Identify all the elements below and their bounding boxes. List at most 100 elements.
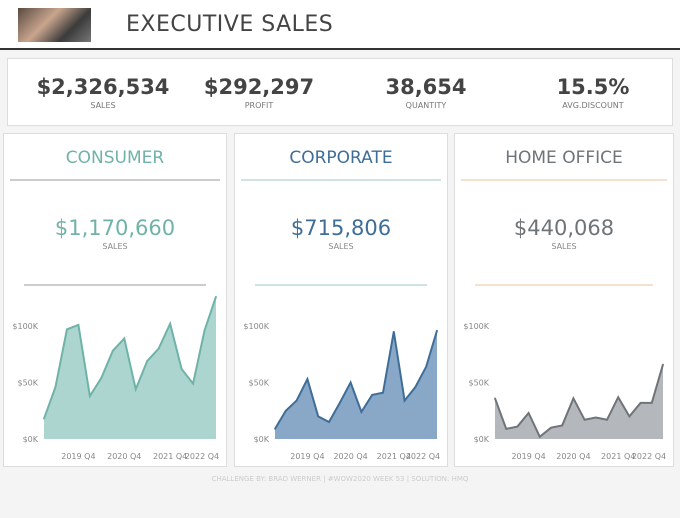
divider bbox=[241, 179, 441, 181]
x-tick-label: 2020 Q4 bbox=[556, 452, 590, 461]
data-point[interactable] bbox=[134, 388, 137, 391]
divider bbox=[475, 284, 653, 286]
data-point[interactable] bbox=[561, 424, 563, 427]
kpi-label: QUANTITY bbox=[405, 101, 447, 110]
kpi-profit: $292,297 PROFIT bbox=[179, 75, 339, 110]
data-point[interactable] bbox=[505, 428, 507, 430]
data-point[interactable] bbox=[157, 347, 160, 350]
data-point[interactable] bbox=[328, 421, 330, 423]
data-point[interactable] bbox=[628, 415, 631, 418]
data-point[interactable] bbox=[54, 386, 57, 388]
divider bbox=[461, 179, 667, 181]
data-point[interactable] bbox=[414, 386, 417, 388]
data-point[interactable] bbox=[639, 402, 642, 404]
area-fill bbox=[495, 364, 663, 439]
data-point[interactable] bbox=[371, 394, 373, 396]
divider bbox=[10, 179, 220, 181]
segment-sales-label: SALES bbox=[102, 242, 128, 251]
segment-card-consumer: CONSUMER $1,170,660 SALES $0K $50K $100K 20… bbox=[3, 133, 227, 467]
data-point[interactable] bbox=[295, 399, 298, 402]
data-point[interactable] bbox=[494, 397, 496, 400]
data-point[interactable] bbox=[349, 381, 352, 384]
data-point[interactable] bbox=[360, 411, 363, 413]
data-point[interactable] bbox=[192, 382, 194, 385]
data-point[interactable] bbox=[606, 418, 608, 421]
data-point[interactable] bbox=[77, 324, 80, 326]
segment-card-corporate: CORPORATE $715,806 SALES $0K $50K $100K 201… bbox=[234, 133, 448, 467]
y-tick-label: $0K bbox=[474, 435, 490, 444]
data-point[interactable] bbox=[382, 391, 384, 394]
data-point[interactable] bbox=[274, 428, 276, 430]
data-point[interactable] bbox=[572, 397, 575, 400]
x-tick-label: 2019 Q4 bbox=[290, 452, 324, 461]
data-point[interactable] bbox=[306, 378, 309, 380]
data-point[interactable] bbox=[146, 360, 148, 362]
segment-title: CORPORATE bbox=[289, 148, 393, 168]
data-point[interactable] bbox=[539, 435, 541, 438]
sales-line bbox=[43, 296, 217, 420]
x-tick-label: 2022 Q4 bbox=[632, 452, 666, 461]
x-tick-label: 2021 Q4 bbox=[377, 452, 411, 461]
data-point[interactable] bbox=[66, 328, 68, 331]
divider bbox=[255, 284, 427, 286]
y-tick-label: $0K bbox=[254, 435, 270, 444]
kpi-bar: $2,326,534 SALES $292,297 PROFIT 38,654 QUA… bbox=[7, 58, 673, 126]
segment-sales-value: $440,068 bbox=[513, 216, 615, 240]
data-point[interactable] bbox=[403, 399, 406, 402]
data-point[interactable] bbox=[285, 409, 287, 412]
segment-title: CONSUMER bbox=[65, 148, 165, 168]
kpi-label: AVG.DISCOUNT bbox=[562, 101, 624, 110]
sales-line bbox=[494, 364, 664, 439]
segment-sales-value: $1,170,660 bbox=[54, 216, 176, 240]
data-point[interactable] bbox=[112, 350, 114, 352]
x-tick-label: 2021 Q4 bbox=[153, 452, 187, 461]
y-tick-label: $100K bbox=[243, 322, 269, 331]
data-point[interactable] bbox=[595, 416, 597, 419]
data-point[interactable] bbox=[527, 412, 530, 414]
data-point[interactable] bbox=[516, 425, 519, 428]
data-point[interactable] bbox=[550, 426, 552, 429]
kpi-value: 15.5% bbox=[556, 75, 630, 99]
data-point[interactable] bbox=[393, 330, 395, 333]
data-point[interactable] bbox=[123, 337, 126, 340]
x-tick-label: 2019 Q4 bbox=[61, 452, 95, 461]
data-point[interactable] bbox=[100, 377, 103, 379]
kpi-label: PROFIT bbox=[244, 101, 274, 110]
kpi-value: $292,297 bbox=[203, 75, 315, 99]
data-point[interactable] bbox=[43, 417, 45, 420]
kpi-quantity: 38,654 QUANTITY bbox=[346, 75, 506, 110]
x-tick-label: 2020 Q4 bbox=[107, 452, 141, 461]
header: EXECUTIVE SALES bbox=[0, 0, 680, 50]
segment-title: HOME OFFICE bbox=[505, 148, 623, 168]
data-point[interactable] bbox=[651, 402, 653, 404]
data-point[interactable] bbox=[662, 363, 664, 366]
kpi-sales: $2,326,534 SALES bbox=[23, 75, 183, 110]
x-tick-label: 2021 Q4 bbox=[601, 452, 635, 461]
segment-sales-value: $715,806 bbox=[290, 216, 392, 240]
data-point[interactable] bbox=[317, 415, 319, 418]
y-tick-label: $50K bbox=[17, 379, 38, 388]
data-point[interactable] bbox=[169, 322, 171, 325]
kpi-value: $2,326,534 bbox=[36, 75, 170, 99]
data-point[interactable] bbox=[203, 329, 206, 332]
x-tick-label: 2022 Q4 bbox=[185, 452, 219, 461]
data-point[interactable] bbox=[215, 295, 217, 298]
kpi-discount: 15.5% AVG.DISCOUNT bbox=[513, 75, 673, 110]
data-point[interactable] bbox=[180, 368, 183, 370]
data-point[interactable] bbox=[617, 396, 619, 398]
data-point[interactable] bbox=[583, 418, 586, 421]
page-title: EXECUTIVE SALES bbox=[126, 12, 334, 37]
data-point[interactable] bbox=[436, 329, 438, 332]
data-point[interactable] bbox=[89, 395, 91, 397]
profile-photo bbox=[18, 8, 91, 42]
data-point[interactable] bbox=[339, 402, 341, 404]
y-tick-label: $0K bbox=[23, 435, 39, 444]
x-tick-label: 2020 Q4 bbox=[333, 452, 367, 461]
y-tick-label: $100K bbox=[463, 322, 489, 331]
segment-sales-label: SALES bbox=[328, 242, 354, 251]
data-point[interactable] bbox=[425, 365, 427, 368]
kpi-value: 38,654 bbox=[385, 75, 467, 99]
